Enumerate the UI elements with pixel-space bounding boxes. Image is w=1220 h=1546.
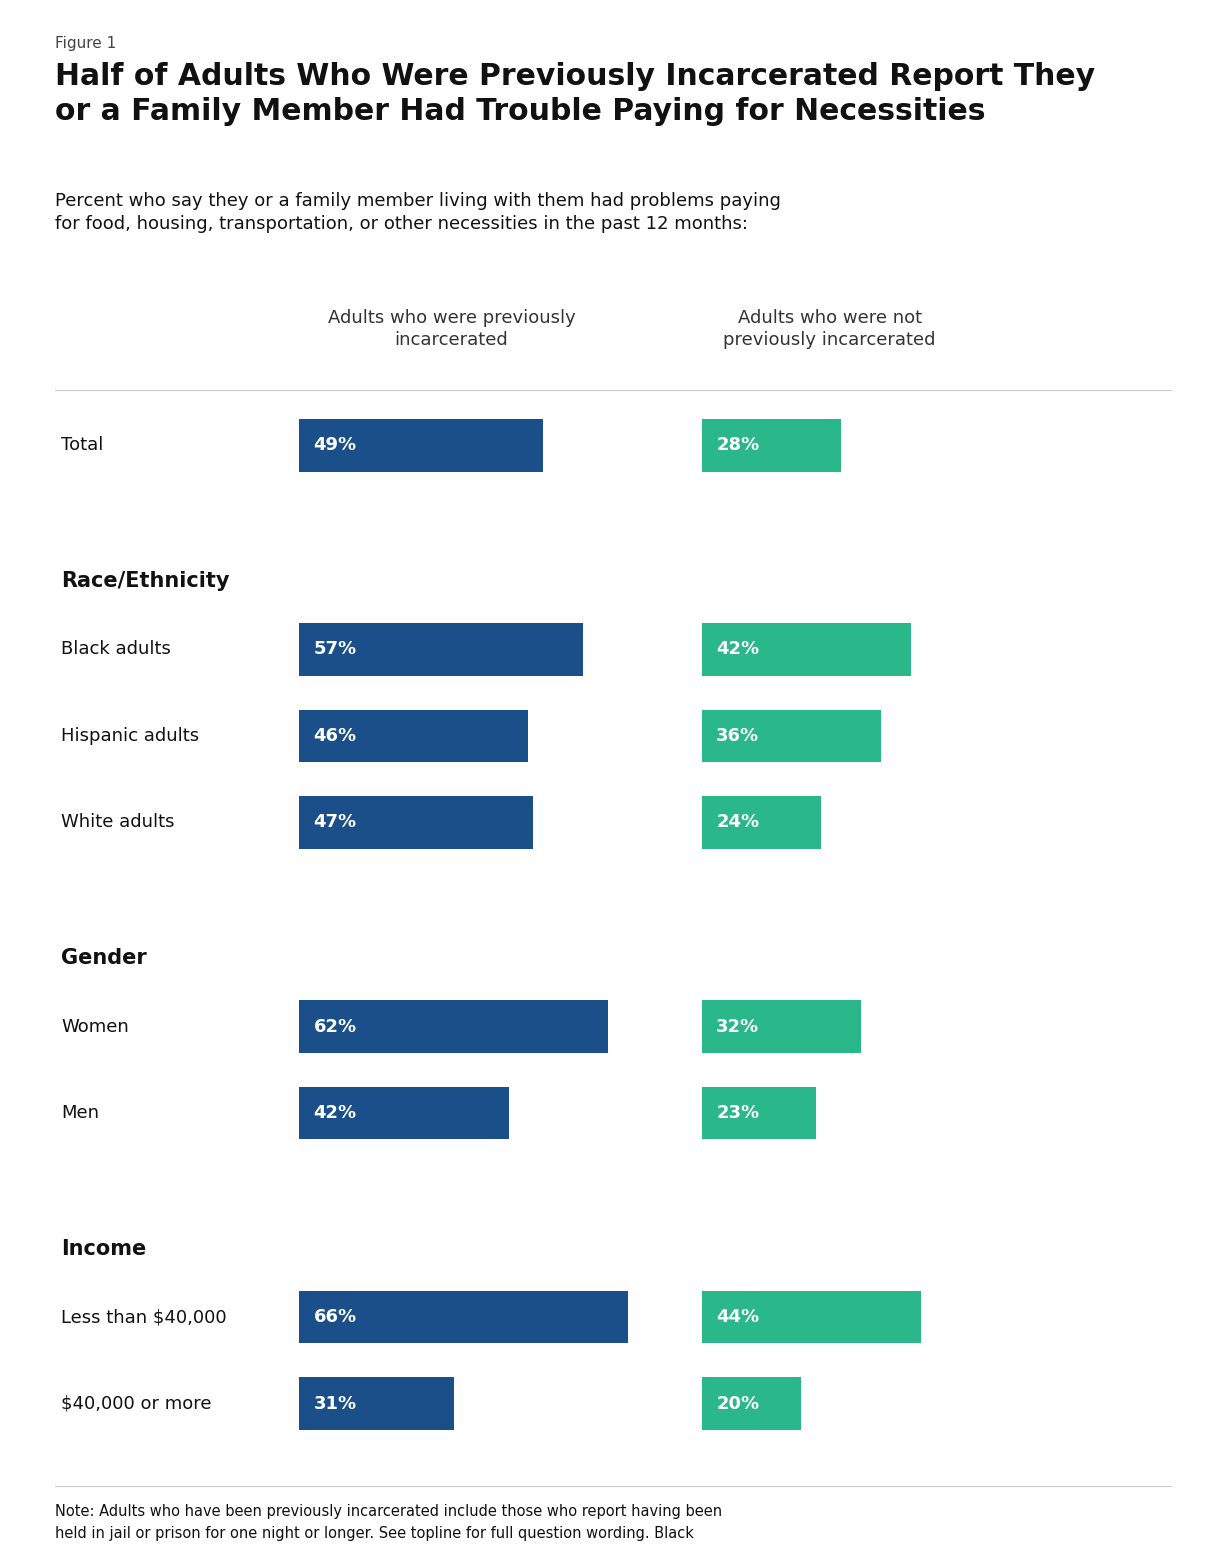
Bar [299, 623, 583, 676]
Text: 44%: 44% [716, 1308, 759, 1326]
Text: 66%: 66% [314, 1308, 356, 1326]
Bar [299, 1377, 454, 1430]
Bar [702, 419, 842, 472]
Bar [299, 1291, 628, 1343]
Text: 31%: 31% [314, 1394, 356, 1413]
Text: 36%: 36% [716, 727, 759, 745]
Bar [702, 710, 881, 762]
Bar [702, 796, 821, 849]
Text: Note: Adults who have been previously incarcerated include those who report havi: Note: Adults who have been previously in… [55, 1504, 722, 1546]
Text: Women: Women [61, 1017, 129, 1036]
Bar [299, 1000, 609, 1053]
Text: Income: Income [61, 1238, 146, 1258]
Text: 24%: 24% [716, 813, 759, 832]
Bar [702, 1000, 861, 1053]
Text: Less than $40,000: Less than $40,000 [61, 1308, 227, 1326]
Bar [299, 419, 543, 472]
Text: 47%: 47% [314, 813, 356, 832]
Bar [299, 796, 533, 849]
Text: 23%: 23% [716, 1104, 759, 1122]
Text: $40,000 or more: $40,000 or more [61, 1394, 211, 1413]
Bar [702, 1291, 921, 1343]
Text: 28%: 28% [716, 436, 759, 455]
Text: Adults who were not
previously incarcerated: Adults who were not previously incarcera… [723, 309, 936, 349]
Bar [702, 1087, 816, 1139]
Text: Black adults: Black adults [61, 640, 171, 659]
Text: Figure 1: Figure 1 [55, 36, 116, 51]
Text: Half of Adults Who Were Previously Incarcerated Report They
or a Family Member H: Half of Adults Who Were Previously Incar… [55, 62, 1096, 125]
Text: 42%: 42% [716, 640, 759, 659]
Bar [299, 710, 528, 762]
Text: 46%: 46% [314, 727, 356, 745]
Text: Gender: Gender [61, 948, 146, 968]
Text: 49%: 49% [314, 436, 356, 455]
Text: 62%: 62% [314, 1017, 356, 1036]
Bar [702, 623, 911, 676]
Bar [702, 1377, 802, 1430]
Text: White adults: White adults [61, 813, 174, 832]
Text: Race/Ethnicity: Race/Ethnicity [61, 570, 229, 591]
Text: 57%: 57% [314, 640, 356, 659]
Text: Adults who were previously
incarcerated: Adults who were previously incarcerated [327, 309, 576, 349]
Text: 20%: 20% [716, 1394, 759, 1413]
Text: 32%: 32% [716, 1017, 759, 1036]
Text: 42%: 42% [314, 1104, 356, 1122]
Text: Hispanic adults: Hispanic adults [61, 727, 199, 745]
Text: Total: Total [61, 436, 104, 455]
Text: Men: Men [61, 1104, 99, 1122]
Text: Percent who say they or a family member living with them had problems paying
for: Percent who say they or a family member … [55, 192, 781, 233]
Bar [299, 1087, 509, 1139]
